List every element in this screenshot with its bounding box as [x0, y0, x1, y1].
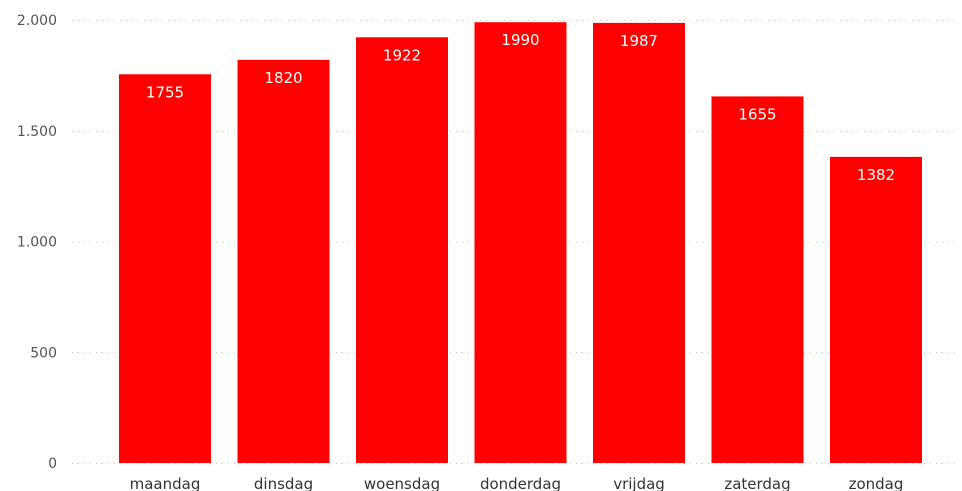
x-category-label: donderdag: [480, 475, 561, 491]
bar-value-label: 1922: [383, 46, 421, 64]
bar-value-label: 1820: [264, 69, 302, 87]
bar: [119, 74, 211, 463]
bar-value-label: 1987: [620, 32, 658, 50]
y-tick-label: 1.000: [17, 235, 57, 251]
bar-value-label: 1755: [146, 83, 184, 101]
x-category-label: woensdag: [364, 475, 440, 491]
x-axis-category-labels: maandag dinsdag woensdag donderdag vrijdag za…: [130, 475, 904, 491]
bars: [119, 22, 922, 464]
bar: [593, 22, 685, 464]
bar: [356, 37, 448, 463]
y-tick-label: 1.500: [17, 124, 57, 140]
bar: [474, 22, 567, 464]
y-tick-label: 0: [48, 456, 57, 472]
bar-value-label: 1655: [738, 105, 776, 123]
bar-value-label: 1382: [857, 166, 895, 184]
y-axis-tick-labels: 0 500 1.000 1.500 2.000: [17, 13, 57, 472]
x-category-label: dinsdag: [254, 475, 313, 491]
x-category-label: maandag: [130, 475, 201, 491]
y-tick-label: 2.000: [17, 13, 57, 29]
x-category-label: zaterdag: [724, 475, 790, 491]
bar-value-label: 1990: [501, 31, 539, 49]
bar: [711, 96, 804, 463]
x-category-label: zondag: [849, 475, 904, 491]
bar-value-labels: 1755 1820 1922 1990 1987 1655 1382: [146, 31, 895, 184]
bar: [237, 59, 330, 464]
bar: [830, 156, 922, 463]
x-category-label: vrijdag: [613, 475, 665, 491]
y-tick-label: 500: [30, 345, 57, 361]
